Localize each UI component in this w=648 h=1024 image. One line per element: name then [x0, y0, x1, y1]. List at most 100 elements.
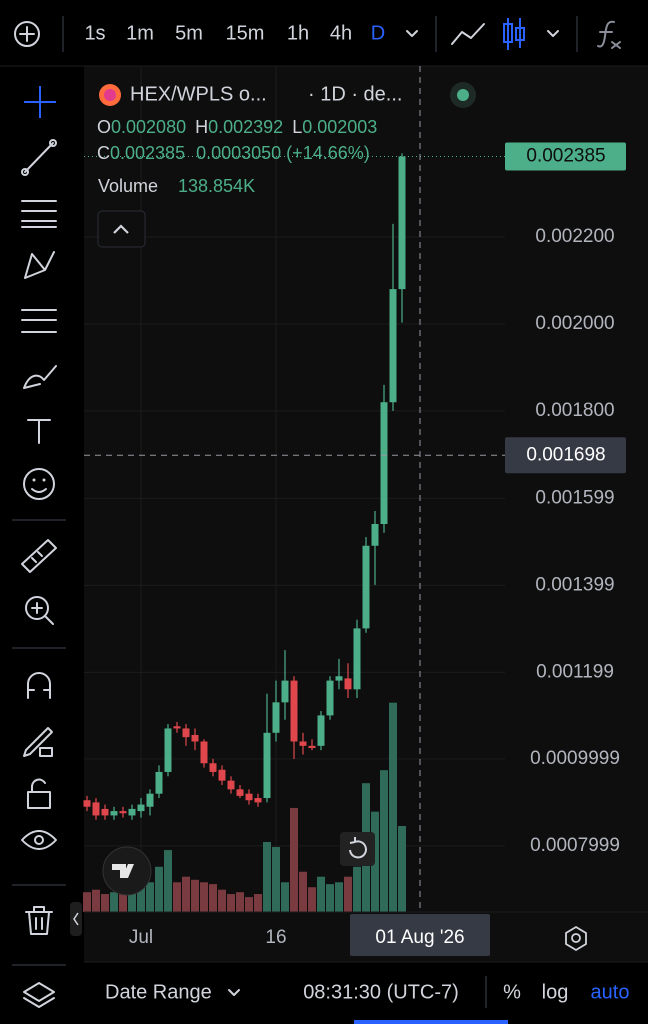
crosshair-date-box	[350, 914, 490, 956]
volume-bar	[335, 882, 343, 912]
reset-chart-button[interactable]	[340, 832, 375, 866]
interval-button[interactable]: 5m	[175, 22, 203, 44]
interval-button-active[interactable]: D	[371, 22, 385, 44]
candles-button[interactable]	[503, 18, 525, 50]
candle-body	[83, 800, 91, 807]
volume-bar	[245, 897, 253, 912]
candle-body	[290, 680, 298, 742]
zoom-tool[interactable]	[25, 596, 54, 625]
line-chart-button[interactable]	[451, 23, 485, 45]
volume-bar	[227, 894, 235, 912]
crosshair-tool[interactable]	[24, 86, 56, 118]
volume-bar	[92, 889, 100, 912]
horizontal-lines-tool[interactable]	[21, 200, 57, 228]
volume-bar	[353, 866, 361, 912]
candle-body	[317, 715, 325, 746]
brush-tool[interactable]	[23, 365, 57, 389]
symbol-name[interactable]: HEX/WPLS o...	[130, 83, 267, 105]
y-tick-label: 0.001199	[536, 661, 614, 682]
object-tree-button[interactable]	[23, 982, 55, 1008]
ohlc-row: O0.002080 H0.002392 L0.002003	[97, 117, 377, 137]
volume-bar	[137, 887, 145, 912]
crosshair-date-label: 01 Aug '26	[375, 927, 464, 948]
add-symbol-button[interactable]	[14, 21, 40, 47]
delete-tool[interactable]	[25, 906, 53, 935]
candle-body	[128, 808, 136, 816]
percent-toggle[interactable]: %	[503, 981, 521, 1003]
axis-settings-button[interactable]	[565, 925, 587, 952]
clock[interactable]: 08:31:30 (UTC-7)	[303, 981, 459, 1003]
interval-button[interactable]: 15m	[226, 22, 265, 44]
candle-body	[380, 402, 388, 525]
ruler-tool[interactable]	[21, 539, 57, 573]
candle-body	[110, 811, 118, 816]
market-status-dot	[457, 89, 469, 101]
volume-bar	[200, 882, 208, 912]
chart-type-dropdown[interactable]	[547, 30, 559, 37]
volume-bar	[173, 882, 181, 912]
volume-value: 138.854K	[178, 176, 255, 196]
magnet-tool[interactable]	[27, 672, 51, 699]
left-toolbar	[12, 86, 82, 1008]
lock-drawings-tool[interactable]	[23, 727, 53, 757]
candle-body	[299, 741, 307, 746]
fib-tool[interactable]	[21, 309, 57, 333]
candle-body	[362, 545, 370, 629]
volume-bar	[317, 876, 325, 912]
auto-toggle[interactable]: auto	[591, 981, 630, 1003]
interval-dropdown[interactable]	[406, 30, 418, 37]
y-tick-label: 0.002000	[535, 313, 614, 334]
volume-bar	[146, 882, 154, 912]
emoji-tool[interactable]	[23, 468, 55, 500]
x-tick-label: 16	[265, 927, 286, 948]
trend-line-tool[interactable]	[21, 139, 57, 176]
interval-button[interactable]: 1s	[84, 22, 105, 44]
collapse-legend-button[interactable]	[97, 210, 146, 248]
y-tick-label: 0.001599	[535, 487, 614, 508]
visibility-tool[interactable]	[21, 830, 57, 850]
candle-body	[398, 156, 406, 290]
open-value: 0.002080	[111, 117, 186, 137]
candle-body	[389, 289, 397, 403]
unlock-tool[interactable]	[27, 778, 51, 809]
candle-body	[200, 741, 208, 764]
candle-body	[182, 728, 190, 738]
volume-bar	[191, 879, 199, 912]
candle-body	[344, 678, 352, 690]
date-range-dropdown[interactable]	[228, 989, 240, 996]
change-value: 0.0003050 (+14.66%)	[196, 143, 370, 163]
indicators-button[interactable]	[597, 20, 621, 49]
volume-bar	[326, 884, 334, 912]
interval-button[interactable]: 1h	[287, 22, 309, 44]
volume-bar	[254, 894, 262, 912]
volume-bar	[110, 892, 118, 912]
candle-body	[119, 811, 127, 814]
candle-body	[254, 798, 262, 803]
pattern-tool[interactable]	[24, 251, 55, 279]
last-price-box	[505, 142, 626, 171]
candle-body	[335, 676, 343, 681]
low-label: L	[292, 117, 302, 137]
interval-button[interactable]: 4h	[330, 22, 352, 44]
collapse-toolbar-tab[interactable]	[70, 902, 82, 936]
text-tool[interactable]	[27, 419, 51, 444]
scroll-indicator	[354, 1020, 508, 1024]
candle-body	[281, 680, 289, 703]
high-value: 0.002392	[208, 117, 283, 137]
volume-bar	[398, 826, 406, 912]
candle-body	[92, 802, 100, 816]
candle-body	[263, 732, 271, 799]
interval-button[interactable]: 1m	[126, 22, 154, 44]
volume-bar	[119, 894, 127, 912]
candle-body	[371, 524, 379, 546]
candle-body	[245, 793, 253, 801]
volume-bar	[308, 887, 316, 912]
y-tick-label: 0.0009999	[530, 748, 620, 769]
tradingview-logo[interactable]	[102, 846, 152, 896]
log-toggle[interactable]: log	[542, 981, 569, 1003]
open-label: O	[97, 117, 111, 137]
candle-body	[326, 680, 334, 716]
high-label: H	[195, 117, 208, 137]
date-range-button[interactable]: Date Range	[105, 981, 212, 1003]
